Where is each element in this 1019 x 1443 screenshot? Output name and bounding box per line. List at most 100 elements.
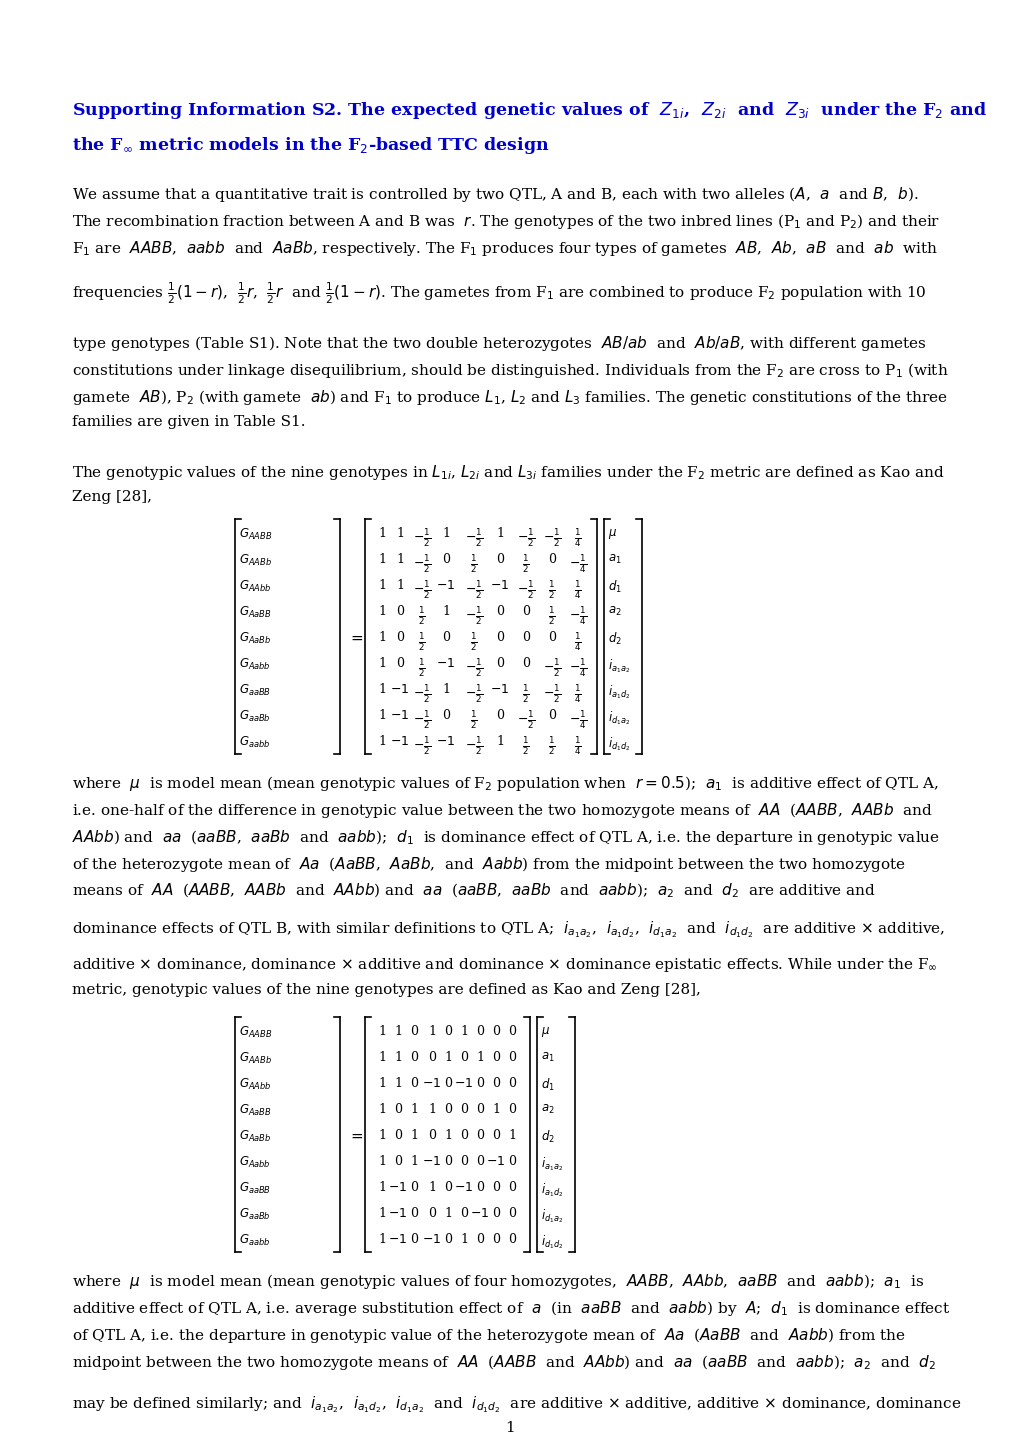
Text: $-1$: $-1$ bbox=[436, 579, 455, 592]
Text: 0: 0 bbox=[522, 605, 530, 618]
Text: 0: 0 bbox=[495, 631, 503, 644]
Text: 0: 0 bbox=[393, 1154, 401, 1167]
Text: 0: 0 bbox=[393, 1128, 401, 1141]
Text: $-\frac{1}{2}$: $-\frac{1}{2}$ bbox=[465, 734, 483, 758]
Text: 0: 0 bbox=[491, 1025, 499, 1038]
Text: $\frac{1}{2}$: $\frac{1}{2}$ bbox=[547, 605, 555, 626]
Text: $\frac{1}{2}$: $\frac{1}{2}$ bbox=[522, 734, 529, 758]
Text: 0: 0 bbox=[395, 605, 404, 618]
Text: 0: 0 bbox=[410, 1076, 418, 1089]
Text: 0: 0 bbox=[476, 1154, 484, 1167]
Text: families are given in Table S1.: families are given in Table S1. bbox=[72, 416, 306, 429]
Text: 0: 0 bbox=[507, 1232, 516, 1245]
Text: 0: 0 bbox=[476, 1128, 484, 1141]
Text: $G_{AAbb}$: $G_{AAbb}$ bbox=[238, 1076, 271, 1092]
Text: $-\frac{1}{2}$: $-\frac{1}{2}$ bbox=[542, 527, 560, 548]
Text: 0: 0 bbox=[441, 553, 449, 566]
Text: $d_1$: $d_1$ bbox=[607, 579, 622, 595]
Text: $i_{d_1d_2}$: $i_{d_1d_2}$ bbox=[540, 1232, 564, 1251]
Text: 0: 0 bbox=[395, 657, 404, 670]
Text: 1: 1 bbox=[395, 579, 404, 592]
Text: 0: 0 bbox=[547, 709, 555, 722]
Text: $-\frac{1}{4}$: $-\frac{1}{4}$ bbox=[569, 709, 587, 732]
Text: $d_2$: $d_2$ bbox=[607, 631, 622, 646]
Text: 0: 0 bbox=[428, 1128, 435, 1141]
Text: 0: 0 bbox=[476, 1076, 484, 1089]
Text: 0: 0 bbox=[443, 1232, 451, 1245]
Text: 0: 0 bbox=[495, 605, 503, 618]
Text: 0: 0 bbox=[395, 631, 404, 644]
Text: 0: 0 bbox=[522, 657, 530, 670]
Text: type genotypes (Table S1). Note that the two double heterozygotes  $AB/ab$  and : type genotypes (Table S1). Note that the… bbox=[72, 333, 925, 354]
Text: 0: 0 bbox=[507, 1102, 516, 1115]
Text: $\frac{1}{2}$: $\frac{1}{2}$ bbox=[418, 631, 425, 652]
Text: $G_{AAbb}$: $G_{AAbb}$ bbox=[238, 579, 271, 595]
Text: 0: 0 bbox=[507, 1180, 516, 1193]
Text: 0: 0 bbox=[522, 631, 530, 644]
Text: 0: 0 bbox=[428, 1051, 435, 1063]
Text: 1: 1 bbox=[378, 1076, 385, 1089]
Text: $-\frac{1}{2}$: $-\frac{1}{2}$ bbox=[465, 605, 483, 626]
Text: $-1$: $-1$ bbox=[390, 709, 410, 722]
Text: 1: 1 bbox=[491, 1102, 499, 1115]
Text: $-1$: $-1$ bbox=[422, 1232, 441, 1245]
Text: $\frac{1}{4}$: $\frac{1}{4}$ bbox=[574, 683, 581, 706]
Text: 1: 1 bbox=[410, 1154, 418, 1167]
Text: $-\frac{1}{2}$: $-\frac{1}{2}$ bbox=[465, 657, 483, 678]
Text: 1: 1 bbox=[495, 527, 503, 540]
Text: 1: 1 bbox=[395, 527, 404, 540]
Text: 0: 0 bbox=[476, 1232, 484, 1245]
Text: 1: 1 bbox=[393, 1076, 401, 1089]
Text: $\frac{1}{2}$: $\frac{1}{2}$ bbox=[547, 734, 555, 758]
Text: $-\frac{1}{2}$: $-\frac{1}{2}$ bbox=[517, 709, 535, 732]
Text: $-1$: $-1$ bbox=[453, 1180, 473, 1193]
Text: $i_{d_1d_2}$: $i_{d_1d_2}$ bbox=[607, 734, 630, 753]
Text: 1: 1 bbox=[378, 657, 385, 670]
Text: $i_{d_1a_2}$: $i_{d_1a_2}$ bbox=[540, 1206, 562, 1225]
Text: 0: 0 bbox=[441, 709, 449, 722]
Text: 1: 1 bbox=[443, 1206, 451, 1219]
Text: $G_{aabb}$: $G_{aabb}$ bbox=[238, 734, 270, 750]
Text: $=$: $=$ bbox=[347, 1128, 364, 1143]
Text: additive $\times$ dominance, dominance $\times$ additive and dominance $\times$ : additive $\times$ dominance, dominance $… bbox=[72, 957, 936, 974]
Text: $-1$: $-1$ bbox=[390, 734, 410, 747]
Text: 0: 0 bbox=[460, 1154, 468, 1167]
Text: $\frac{1}{2}$: $\frac{1}{2}$ bbox=[470, 709, 477, 732]
Text: $G_{AABb}$: $G_{AABb}$ bbox=[238, 553, 272, 569]
Text: 0: 0 bbox=[460, 1128, 468, 1141]
Text: $-\frac{1}{2}$: $-\frac{1}{2}$ bbox=[413, 579, 431, 600]
Text: 1: 1 bbox=[504, 1421, 515, 1434]
Text: $-1$: $-1$ bbox=[390, 683, 410, 696]
Text: $d_1$: $d_1$ bbox=[540, 1076, 554, 1094]
Text: 1: 1 bbox=[443, 1128, 451, 1141]
Text: 1: 1 bbox=[378, 1232, 385, 1245]
Text: means of  $AA$  ($AABB$,  $AABb$  and  $AAbb$) and  $aa$  ($aaBB$,  $aaBb$  and : means of $AA$ ($AABB$, $AABb$ and $AAbb$… bbox=[72, 882, 875, 900]
Text: 0: 0 bbox=[460, 1051, 468, 1063]
Text: where  $\mu$  is model mean (mean genotypic values of F$_2$ population when  $r=: where $\mu$ is model mean (mean genotypi… bbox=[72, 773, 937, 794]
Text: $-1$: $-1$ bbox=[453, 1076, 473, 1089]
Text: 1: 1 bbox=[378, 1154, 385, 1167]
Text: $G_{AaBB}$: $G_{AaBB}$ bbox=[238, 1102, 271, 1118]
Text: $i_{d_1a_2}$: $i_{d_1a_2}$ bbox=[607, 709, 630, 727]
Text: $-\frac{1}{2}$: $-\frac{1}{2}$ bbox=[413, 683, 431, 706]
Text: $i_{a_1a_2}$: $i_{a_1a_2}$ bbox=[540, 1154, 562, 1173]
Text: $G_{aabb}$: $G_{aabb}$ bbox=[238, 1232, 270, 1248]
Text: $i_{a_1d_2}$: $i_{a_1d_2}$ bbox=[607, 683, 630, 700]
Text: $-\frac{1}{2}$: $-\frac{1}{2}$ bbox=[542, 657, 560, 678]
Text: $\frac{1}{2}$: $\frac{1}{2}$ bbox=[418, 605, 425, 626]
Text: $\frac{1}{2}$: $\frac{1}{2}$ bbox=[522, 683, 529, 706]
Text: $G_{AaBb}$: $G_{AaBb}$ bbox=[238, 1128, 271, 1144]
Text: $\frac{1}{2}$: $\frac{1}{2}$ bbox=[470, 631, 477, 652]
Text: 0: 0 bbox=[443, 1180, 451, 1193]
Text: $-1$: $-1$ bbox=[490, 683, 510, 696]
Text: 1: 1 bbox=[378, 1128, 385, 1141]
Text: 1: 1 bbox=[428, 1025, 435, 1038]
Text: 1: 1 bbox=[395, 553, 404, 566]
Text: $-1$: $-1$ bbox=[388, 1180, 408, 1193]
Text: 0: 0 bbox=[547, 553, 555, 566]
Text: 1: 1 bbox=[378, 1025, 385, 1038]
Text: $G_{AaBB}$: $G_{AaBB}$ bbox=[238, 605, 271, 620]
Text: 0: 0 bbox=[507, 1154, 516, 1167]
Text: 1: 1 bbox=[460, 1025, 468, 1038]
Text: 1: 1 bbox=[378, 1102, 385, 1115]
